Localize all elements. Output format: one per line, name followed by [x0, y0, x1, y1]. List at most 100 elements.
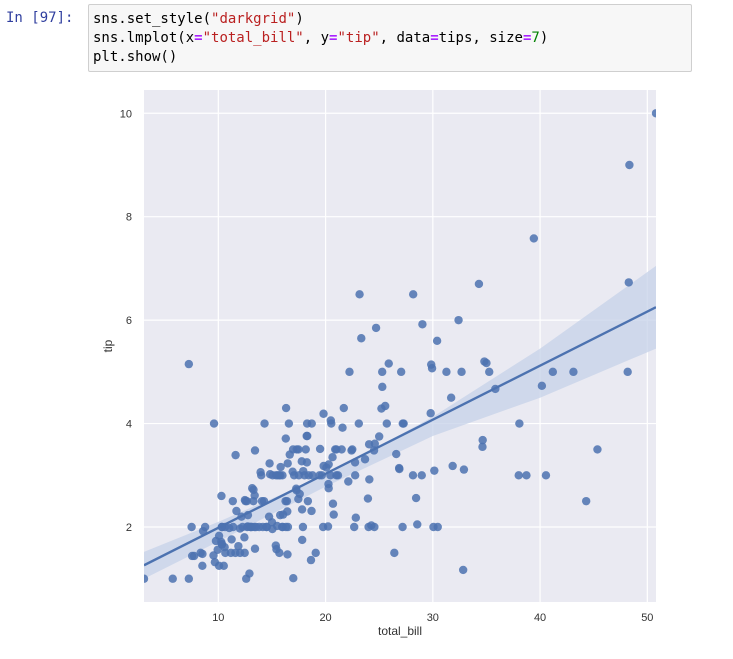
scatter-point	[283, 459, 292, 468]
scatter-point	[217, 491, 226, 501]
scatter-point	[297, 535, 307, 545]
scatter-point	[329, 510, 338, 519]
scatter-point	[281, 403, 291, 413]
scatter-point	[328, 452, 337, 462]
scatter-point	[240, 533, 249, 542]
scatter-point	[219, 561, 228, 570]
scatter-point	[522, 471, 531, 480]
scatter-point	[265, 459, 274, 468]
scatter-point	[363, 494, 373, 503]
scatter-point	[432, 336, 442, 346]
scatter-point	[303, 496, 313, 506]
scatter-points	[144, 109, 656, 583]
scatter-point	[398, 522, 407, 532]
scatter-point	[324, 460, 333, 469]
y-tick-label: 8	[126, 212, 132, 224]
scatter-point	[184, 359, 194, 369]
scatter-point	[228, 496, 238, 506]
scatter-point	[624, 278, 633, 287]
scatter-point	[307, 419, 316, 428]
scatter-point	[337, 445, 346, 454]
scatter-point	[365, 475, 374, 484]
scatter-point	[514, 471, 523, 480]
scatter-point	[474, 279, 484, 289]
scatter-point	[338, 423, 347, 432]
scatter-point	[250, 544, 260, 553]
scatter-point	[355, 290, 364, 299]
code-line-3: plt.show()	[93, 49, 178, 65]
x-tick-label: 50	[641, 612, 653, 624]
scatter-point	[297, 505, 307, 514]
scatter-point	[581, 496, 591, 506]
x-axis-label: total_bill	[378, 624, 422, 638]
scatter-point	[315, 444, 325, 454]
scatter-point	[408, 290, 418, 299]
scatter-point	[276, 471, 285, 480]
scatter-point	[350, 471, 360, 480]
scatter-point	[623, 367, 632, 377]
scatter-point	[184, 574, 194, 583]
x-tick-label: 40	[534, 612, 546, 624]
scatter-point	[187, 522, 196, 532]
scatter-point	[198, 549, 207, 559]
scatter-point	[350, 522, 359, 532]
scatter-point	[651, 109, 656, 118]
scatter-point	[283, 522, 293, 532]
lmplot-chart: 10 20 30 40 50 2 4 6 8 10 total_bill tip	[101, 90, 656, 638]
scatter-point	[242, 496, 252, 506]
scatter-point	[168, 574, 177, 583]
scatter-point	[515, 419, 524, 428]
scatter-point	[396, 367, 406, 377]
scatter-point	[240, 548, 249, 558]
scatter-point	[377, 367, 387, 377]
scatter-point	[275, 548, 284, 558]
scatter-point	[284, 419, 294, 428]
cell-output: 10 20 30 40 50 2 4 6 8 10 total_bill tip	[88, 84, 733, 654]
scatter-point	[298, 522, 308, 532]
y-tick-label: 2	[126, 522, 132, 534]
scatter-point	[319, 409, 328, 418]
scatter-point	[537, 381, 547, 391]
scatter-point	[234, 541, 243, 551]
scatter-point	[433, 522, 442, 532]
scatter-point	[333, 471, 343, 480]
code-line-1: sns.set_style("darkgrid")	[93, 11, 304, 27]
scatter-point	[395, 464, 404, 474]
scatter-point	[276, 462, 285, 472]
y-axis-label: tip	[101, 339, 115, 352]
scatter-point	[529, 234, 539, 243]
scatter-point	[625, 160, 634, 170]
x-tick-label: 30	[427, 612, 439, 624]
scatter-point	[306, 555, 316, 565]
code-line-2: sns.lmplot(x="total_bill", y="tip", data…	[93, 30, 549, 46]
x-tick-label: 10	[212, 612, 224, 624]
scatter-point	[245, 569, 254, 578]
code-cell-input[interactable]: sns.set_style("darkgrid") sns.lmplot(x="…	[88, 4, 692, 72]
scatter-point	[283, 507, 292, 516]
scatter-point	[374, 432, 384, 441]
scatter-point	[408, 471, 418, 480]
scatter-point	[430, 466, 439, 475]
scatter-point	[454, 315, 463, 325]
scatter-point	[548, 367, 558, 377]
scatter-point	[593, 445, 602, 454]
scatter-point	[228, 522, 238, 532]
scatter-point	[200, 522, 210, 532]
scatter-point	[411, 493, 421, 503]
scatter-point	[323, 522, 333, 531]
scatter-point	[301, 445, 310, 454]
scatter-point	[209, 419, 219, 428]
scatter-point	[295, 489, 304, 499]
scatter-point	[351, 513, 361, 522]
scatter-point	[189, 551, 199, 561]
scatter-point	[457, 367, 466, 377]
scatter-point	[448, 461, 457, 471]
scatter-point	[250, 491, 259, 500]
cell-prompt: In [97]:	[6, 10, 74, 26]
scatter-point	[302, 458, 312, 467]
scatter-point	[232, 506, 241, 516]
scatter-point	[426, 409, 435, 418]
scatter-point	[354, 419, 364, 428]
scatter-point	[344, 477, 353, 486]
regression-line	[144, 306, 656, 567]
